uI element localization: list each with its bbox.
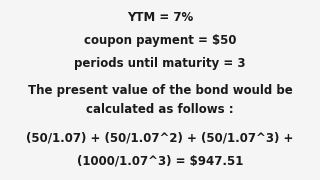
Text: calculated as follows :: calculated as follows :: [86, 103, 234, 116]
Text: (1000/1.07^3) = $947.51: (1000/1.07^3) = $947.51: [77, 154, 243, 167]
Text: YTM = 7%: YTM = 7%: [127, 11, 193, 24]
Text: The present value of the bond would be: The present value of the bond would be: [28, 84, 292, 96]
Text: coupon payment = $50: coupon payment = $50: [84, 34, 236, 47]
Text: (50/1.07) + (50/1.07^2) + (50/1.07^3) +: (50/1.07) + (50/1.07^2) + (50/1.07^3) +: [26, 131, 294, 144]
Text: periods until maturity = 3: periods until maturity = 3: [74, 57, 246, 70]
